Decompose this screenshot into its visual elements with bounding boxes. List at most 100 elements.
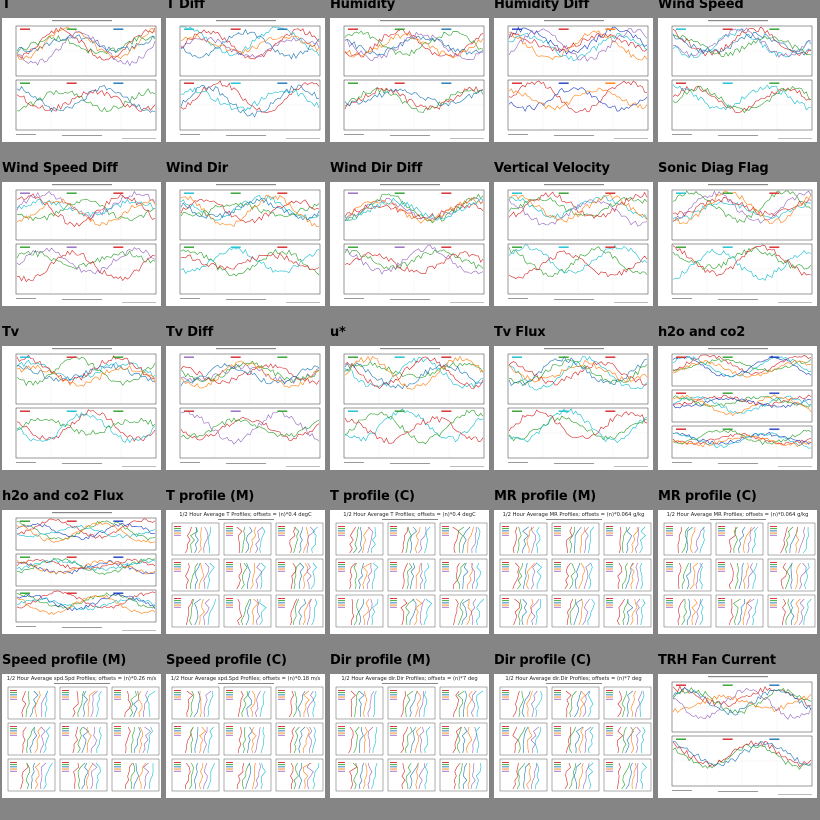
profile-line — [689, 562, 699, 590]
plot-image[interactable] — [494, 18, 653, 142]
thumbnail-wind-speed[interactable]: Wind Speed — [656, 0, 820, 164]
footer-text-line — [718, 299, 758, 300]
thumbnail-wind-speed-diff[interactable]: Wind Speed Diff — [0, 161, 164, 328]
thumbnail-title[interactable]: Sonic Diag Flag — [658, 161, 769, 176]
thumbnail-wind-dir[interactable]: Wind Dir — [164, 161, 328, 328]
thumbnail-dir-profile-m[interactable]: Dir profile (M) 1/2 Hour Average dir.Dir … — [328, 653, 492, 820]
legend-swatch — [113, 592, 124, 594]
legend-swatch — [554, 734, 561, 736]
thumbnail-vertical-velocity[interactable]: Vertical Velocity — [492, 161, 656, 328]
thumbnail-t-profile-m[interactable]: T profile (M) 1/2 Hour Average T Profiles… — [164, 489, 328, 656]
thumbnail-title[interactable]: Wind Speed Diff — [2, 161, 118, 176]
thumbnail-title[interactable]: TRH Fan Current — [658, 653, 776, 668]
plot-image[interactable]: 1/2 Hour Average T Profiles; offsets = (… — [330, 510, 489, 634]
thumbnail-title[interactable]: Speed profile (C) — [166, 653, 287, 668]
thumbnail-speed-profile-m[interactable]: Speed profile (M) 1/2 Hour Average spd.Sp… — [0, 653, 164, 820]
thumbnail-title[interactable]: Dir profile (M) — [330, 653, 431, 668]
thumbnail-tv[interactable]: Tv — [0, 325, 164, 492]
thumbnail-trh-fan-current[interactable]: TRH Fan Current — [656, 653, 820, 820]
profile-line — [640, 598, 646, 626]
plot-image[interactable]: 1/2 Hour Average spd.Spd Profiles; offse… — [166, 674, 325, 798]
profile-line — [458, 762, 463, 790]
legend-swatch — [278, 528, 285, 530]
thumbnail-title[interactable]: Tv Diff — [166, 325, 214, 340]
legend-swatch — [606, 534, 613, 536]
plot-image[interactable]: 1/2 Hour Average dir.Dir Profiles; offse… — [494, 674, 653, 798]
legend-swatch — [338, 692, 345, 694]
profile-panel — [603, 558, 652, 592]
series-line — [16, 34, 156, 55]
plot-image[interactable] — [330, 182, 489, 306]
plot-image[interactable] — [658, 182, 817, 306]
thumbnail-mr-profile-c[interactable]: MR profile (C) 1/2 Hour Average MR Profil… — [656, 489, 820, 656]
series-line — [672, 85, 812, 114]
profile-line — [790, 598, 795, 626]
plot-image[interactable] — [2, 182, 161, 306]
thumbnail-dir-profile-c[interactable]: Dir profile (C) 1/2 Hour Average dir.Dir … — [492, 653, 656, 820]
thumbnail-title[interactable]: MR profile (M) — [494, 489, 597, 504]
plot-image[interactable] — [2, 510, 161, 634]
thumbnail-title[interactable]: Wind Speed — [658, 0, 744, 12]
thumbnail-t-profile-c[interactable]: T profile (C) 1/2 Hour Average T Profiles… — [328, 489, 492, 656]
thumbnail-title[interactable]: T — [2, 0, 11, 12]
plot-image[interactable] — [494, 182, 653, 306]
plot-image[interactable]: 1/2 Hour Average MR Profiles; offsets = … — [494, 510, 653, 634]
legend-swatch — [394, 356, 405, 358]
thumbnail-title[interactable]: T profile (M) — [166, 489, 255, 504]
plot-image[interactable]: 1/2 Hour Average spd.Spd Profiles; offse… — [2, 674, 161, 798]
plot-image[interactable]: 1/2 Hour Average dir.Dir Profiles; offse… — [330, 674, 489, 798]
profile-panel — [387, 758, 436, 792]
plot-image[interactable]: 1/2 Hour Average T Profiles; offsets = (… — [166, 510, 325, 634]
thumbnail-t[interactable]: T — [0, 0, 164, 164]
thumbnail-title[interactable]: T Diff — [166, 0, 205, 12]
thumbnail-title[interactable]: h2o and co2 Flux — [2, 489, 124, 504]
legend-swatch — [278, 698, 285, 700]
thumbnail-humidity[interactable]: Humidity — [328, 0, 492, 164]
plot-image[interactable] — [658, 18, 817, 142]
thumbnail-title[interactable]: Wind Dir Diff — [330, 161, 423, 176]
profile-line — [677, 526, 682, 554]
thumbnail-title[interactable]: h2o and co2 — [658, 325, 746, 340]
thumbnail-title[interactable]: T profile (C) — [330, 489, 415, 504]
profile-line — [752, 598, 758, 626]
plot-image[interactable] — [166, 346, 325, 470]
thumbnail-title[interactable]: u* — [330, 325, 346, 340]
plot-image[interactable] — [166, 18, 325, 142]
thumbnail-mr-profile-m[interactable]: MR profile (M) 1/2 Hour Average MR Profil… — [492, 489, 656, 656]
thumbnail-title[interactable]: Tv — [2, 325, 19, 340]
plot-image[interactable]: 1/2 Hour Average MR Profiles; offsets = … — [658, 510, 817, 634]
thumbnail-title[interactable]: MR profile (C) — [658, 489, 757, 504]
plot-image[interactable] — [658, 674, 817, 798]
thumbnail-title[interactable]: Speed profile (M) — [2, 653, 127, 668]
plot-image[interactable] — [330, 18, 489, 142]
plot-image[interactable] — [330, 346, 489, 470]
thumbnail-title[interactable]: Humidity Diff — [494, 0, 590, 12]
thumbnail-humidity-diff[interactable]: Humidity Diff — [492, 0, 656, 164]
legend-swatch — [718, 606, 725, 608]
thumbnail-speed-profile-c[interactable]: Speed profile (C) 1/2 Hour Average spd.Sp… — [164, 653, 328, 820]
thumbnail-tv-diff[interactable]: Tv Diff — [164, 325, 328, 492]
thumbnail-h2o-and-co2[interactable]: h2o and co2 — [656, 325, 820, 492]
plot-image[interactable] — [166, 182, 325, 306]
profile-line — [471, 562, 476, 590]
legend-swatch — [769, 392, 780, 394]
subheading-text-line — [218, 519, 274, 520]
thumbnail-title[interactable]: Humidity — [330, 0, 395, 12]
thumbnail-tv-flux[interactable]: Tv Flux — [492, 325, 656, 492]
thumbnail-title[interactable]: Tv Flux — [494, 325, 546, 340]
plot-image[interactable] — [494, 346, 653, 470]
plot-image[interactable] — [2, 346, 161, 470]
thumbnail-wind-dir-diff[interactable]: Wind Dir Diff — [328, 161, 492, 328]
series-line — [344, 356, 484, 390]
thumbnail-h2o-and-co2-flux[interactable]: h2o and co2 Flux — [0, 489, 164, 656]
plot-image[interactable] — [658, 346, 817, 470]
thumbnail-title[interactable]: Vertical Velocity — [494, 161, 610, 176]
thumbnail-t-diff[interactable]: T Diff — [164, 0, 328, 164]
thumbnail-sonic-diag-flag[interactable]: Sonic Diag Flag — [656, 161, 820, 328]
plot-image[interactable] — [2, 18, 161, 142]
thumbnail-u[interactable]: u* — [328, 325, 492, 492]
legend-swatch — [502, 528, 509, 530]
thumbnail-title[interactable]: Dir profile (C) — [494, 653, 592, 668]
legend-swatch — [338, 694, 345, 696]
thumbnail-title[interactable]: Wind Dir — [166, 161, 228, 176]
